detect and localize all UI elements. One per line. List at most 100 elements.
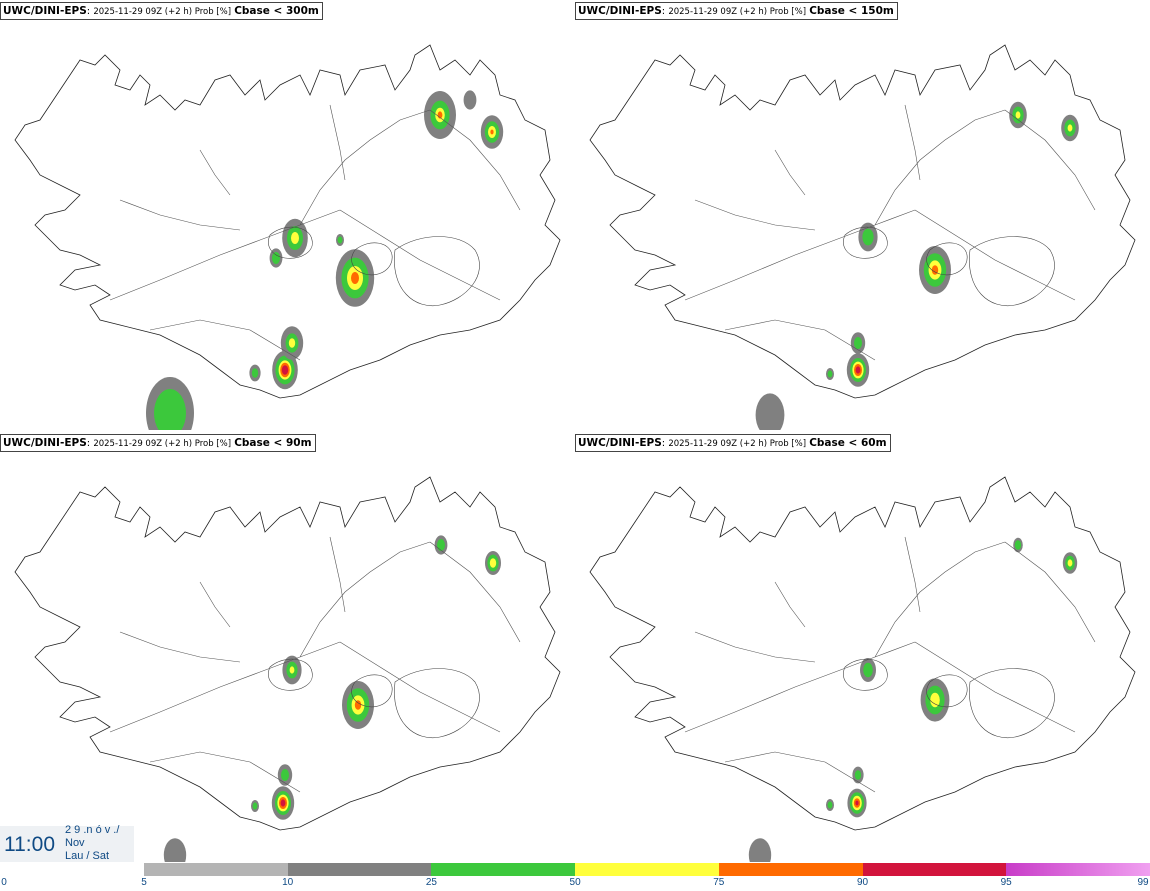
panel-title: UWC/DINI-EPS: 2025-11-29 09Z (+2 h) Prob… [0,2,323,20]
region-boundary [904,104,921,181]
valid-time-box: 11:00 2 9 .n ó v ./ Nov Lau / Sat [0,824,134,863]
map-panel-150m: UWC/DINI-EPS: 2025-11-29 09Z (+2 h) Prob… [575,0,1150,430]
probability-contour [854,770,862,780]
probability-field [755,101,1079,430]
colorbar-segment [287,863,432,876]
probability-field [146,90,504,430]
probability-contour [855,800,859,806]
region-boundary [724,319,876,361]
colorbar-tick-label: 50 [569,877,581,888]
panel-title: UWC/DINI-EPS: 2025-11-29 09Z (+2 h) Prob… [0,434,316,452]
region-boundary [874,109,1006,226]
region-boundary [149,319,301,361]
colorbar-segment [144,863,289,876]
glacier-outline [843,226,888,259]
region-boundary [1004,541,1096,643]
region-boundary [429,541,521,643]
glacier-outline [394,236,480,307]
glacier-outline [268,226,313,259]
region-boundary [694,631,816,663]
region-boundary [149,751,301,793]
iceland-map [14,476,561,862]
probability-contour [437,539,445,551]
glacier-outline [926,674,968,708]
region-boundary [119,199,241,231]
probability-contour [930,692,940,708]
colorbar-tick-label: 75 [713,877,725,888]
colorbar-tick-label: 5 [141,877,147,888]
region-boundary [339,209,501,301]
probability-contour [931,265,939,275]
region-boundary [329,536,346,613]
region-boundary [684,641,916,733]
probability-contour [289,666,295,674]
panel-title: UWC/DINI-EPS: 2025-11-29 09Z (+2 h) Prob… [575,2,898,20]
colorbar-segment [575,863,720,876]
probability-field [748,537,1078,862]
region-boundary [429,109,521,211]
probability-contour [748,838,772,862]
valid-date: 2 9 .n ó v ./ Nov Lau / Sat [65,824,119,863]
map-layers [589,44,1136,430]
region-boundary [299,109,431,226]
colorbar-tick-label: 0 [1,877,7,888]
region-boundary [199,581,231,628]
probability-contour [755,393,785,430]
region-boundary [109,209,341,301]
panel-title: UWC/DINI-EPS: 2025-11-29 09Z (+2 h) Prob… [575,434,891,452]
map-layers [14,476,561,862]
colorbar-tick-label: 99 [1137,877,1149,888]
region-boundary [904,536,921,613]
valid-date-line: 2 9 .n ó v ./ [65,824,120,836]
probability-contour [463,90,477,110]
coastline [589,44,1136,399]
probability-contour [154,389,186,430]
probability-contour [490,129,494,135]
glacier-outline [969,668,1055,739]
glacier-outline [351,674,393,708]
region-boundary [329,104,346,181]
colorbar-tick-label: 90 [856,877,869,888]
probability-contour [1067,124,1073,132]
glacier-outline [926,242,968,276]
colorbar-segment [1006,863,1150,876]
probability-colorbar [144,863,1150,876]
region-boundary [914,209,1076,301]
coastline [14,476,561,831]
region-boundary [339,641,501,733]
probability-contour [272,252,280,264]
coastline [589,476,1136,831]
colorbar-segment [862,863,1007,876]
probability-field [163,535,501,862]
glacier-outline [969,236,1055,307]
map-layers [14,44,561,430]
probability-contour [280,799,286,807]
iceland-map [14,44,561,430]
probability-contour [251,368,259,378]
probability-contour [291,232,299,244]
probability-contour [862,228,874,246]
glacier-outline [351,242,393,276]
probability-contour [1015,111,1021,119]
colorbar-tick-label: 95 [1000,877,1012,888]
valid-date-line: Lau / Sat [65,850,110,862]
colorbar-segment [431,863,576,876]
map-panel-90m: UWC/DINI-EPS: 2025-11-29 09Z (+2 h) Prob… [0,432,575,862]
region-boundary [684,209,916,301]
probability-contour [854,337,862,349]
valid-date-line: Nov [65,837,85,849]
region-boundary [694,199,816,231]
probability-contour [855,366,861,374]
region-boundary [874,541,1006,658]
glacier-outline [394,668,480,739]
map-panel-300m: UWC/DINI-EPS: 2025-11-29 09Z (+2 h) Prob… [0,0,575,430]
region-boundary [299,541,431,658]
region-boundary [724,751,876,793]
iceland-map [589,476,1136,862]
region-boundary [1004,109,1096,211]
probability-contour [337,236,343,244]
colorbar-tick-label: 25 [425,877,437,888]
region-boundary [774,581,806,628]
probability-contour [252,802,258,810]
coastline [14,44,561,399]
